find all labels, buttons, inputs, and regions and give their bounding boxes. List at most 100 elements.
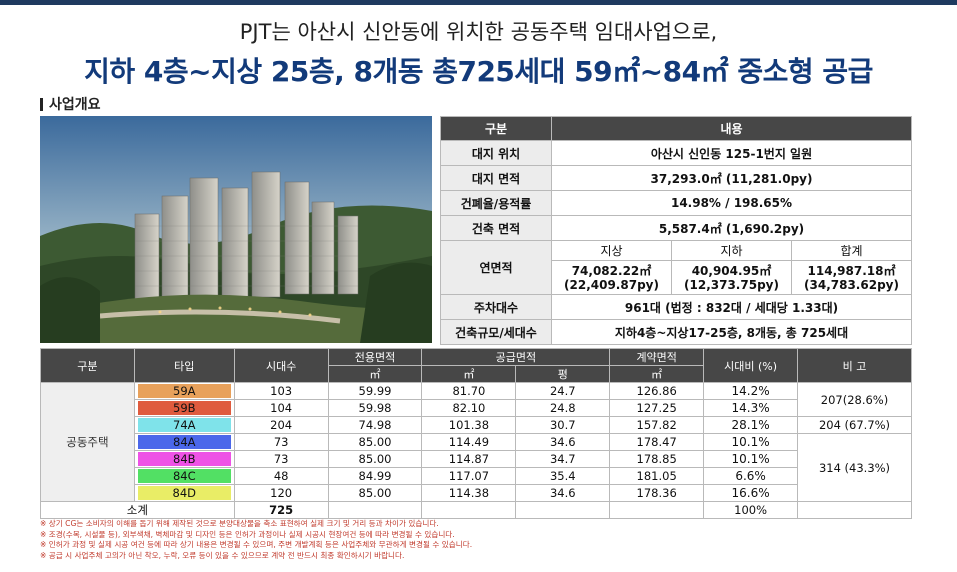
unit-remark: 204 (67.7%)	[797, 416, 912, 434]
unit-supply-py: 34.6	[515, 433, 611, 451]
unit-row: 공동주택 59A 103 59.99 81.70 24.7 126.86 14.2% 207(2…	[40, 382, 912, 502]
unit-type-swatch: 59B	[137, 401, 231, 415]
floor-area-m2: 40,904.95㎡	[691, 263, 772, 278]
unit-type-swatch: 74A	[137, 418, 231, 432]
floor-area-label: 연면적	[440, 240, 552, 295]
unit-row: 84D 120 85.00 114.38 34.6 178.36 16.6%	[41, 484, 912, 502]
floor-area-col-head: 지상	[551, 240, 672, 261]
overview-label: 건축 면적	[440, 215, 552, 241]
unit-type-table: 구분 타입 시대수 전용면적 공급면적 계약면적 시대비 (%) 비 고 ㎡ ㎡…	[40, 348, 912, 519]
unit-header-exclusive-unit: ㎡	[327, 365, 423, 383]
unit-supply-m2: 101.38	[421, 416, 517, 434]
overview-label: 대지 위치	[440, 140, 552, 166]
unit-row: 74A 204 74.98 101.38 30.7 157.82 28.1% 204 (67.…	[41, 416, 912, 434]
disclaimer-notes: ※ 상기 CG는 소비자의 이해를 돕기 위해 제작된 것으로 분양대상물을 축…	[40, 519, 920, 561]
unit-supply-m2: 82.10	[421, 399, 517, 417]
unit-header-contract-unit: ㎡	[609, 365, 705, 383]
overview-row: 주차대수 961대 (법정 : 832대 / 세대당 1.33대)	[440, 294, 912, 320]
unit-ratio: 10.1%	[703, 450, 799, 468]
overview-label: 대지 면적	[440, 165, 552, 191]
overview-row: 건폐율/용적률 14.98% / 198.65%	[440, 190, 912, 216]
overview-header-content: 내용	[551, 116, 912, 141]
unit-contract: 157.82	[609, 416, 705, 434]
unit-total-label: 소계	[40, 501, 235, 519]
unit-type-cell: 59A	[133, 382, 235, 400]
unit-households: 204	[233, 416, 329, 434]
unit-contract: 178.36	[609, 484, 705, 502]
unit-type-swatch: 84C	[137, 469, 231, 483]
section-marker-icon	[40, 97, 43, 111]
unit-row: 84B 73 85.00 114.87 34.7 178.85 10.1%	[41, 450, 912, 468]
apartment-rendering-image	[40, 116, 432, 343]
unit-exclusive: 84.99	[327, 467, 423, 485]
unit-ratio: 14.2%	[703, 382, 799, 400]
unit-type-swatch: 59A	[137, 384, 231, 398]
disclaimer-line: ※ 공급 시 사업주체 고의가 아닌 착오, 누락, 오류 등이 있을 수 있으…	[40, 550, 405, 560]
unit-header-category: 구분	[40, 348, 135, 383]
overview-row: 대지 위치 아산시 신인동 125-1번지 일원	[440, 140, 912, 166]
unit-ratio: 14.3%	[703, 399, 799, 417]
unit-supply-m2: 81.70	[421, 382, 517, 400]
unit-row: 84C 48 84.99 117.07 35.4 181.05 6.6%	[41, 467, 912, 485]
unit-supply-py: 34.7	[515, 450, 611, 468]
unit-header-contract: 계약면적	[609, 348, 705, 366]
section-title-text: 사업개요	[49, 97, 101, 113]
unit-exclusive: 85.00	[327, 433, 423, 451]
overview-header-row: 구분 내용	[440, 116, 912, 141]
unit-header-ratio: 시대비 (%)	[703, 348, 799, 383]
unit-supply-m2: 114.87	[421, 450, 517, 468]
overview-label: 주차대수	[440, 294, 552, 320]
overview-label: 건폐율/용적률	[440, 190, 552, 216]
unit-exclusive: 85.00	[327, 450, 423, 468]
unit-supply-m2: 117.07	[421, 467, 517, 485]
unit-supply-m2: 114.49	[421, 433, 517, 451]
unit-contract: 127.25	[609, 399, 705, 417]
unit-contract: 178.47	[609, 433, 705, 451]
unit-subheader-row: ㎡ ㎡ 평 ㎡	[41, 365, 912, 383]
unit-remark: 314 (43.3%)	[797, 433, 912, 502]
floor-area-col-head: 지하	[671, 240, 792, 261]
unit-type-swatch: 84B	[137, 452, 231, 466]
unit-ratio: 28.1%	[703, 416, 799, 434]
floor-area-value: 114,987.18㎡ (34,783.62py)	[791, 260, 912, 295]
unit-header-exclusive: 전용면적	[327, 348, 423, 366]
floor-area-py: (22,409.87py)	[564, 277, 659, 292]
overview-table: 구분 내용 대지 위치 아산시 신인동 125-1번지 일원 대지 면적 37,…	[440, 116, 912, 345]
unit-households: 73	[233, 433, 329, 451]
unit-contract: 126.86	[609, 382, 705, 400]
unit-ratio: 6.6%	[703, 467, 799, 485]
unit-type-cell: 84D	[133, 484, 235, 502]
unit-households: 120	[233, 484, 329, 502]
overview-value: 아산시 신인동 125-1번지 일원	[551, 140, 912, 166]
unit-supply-py: 24.8	[515, 399, 611, 417]
floor-area-m2: 114,987.18㎡	[807, 263, 896, 278]
unit-households: 48	[233, 467, 329, 485]
overview-value: 14.98% / 198.65%	[551, 190, 912, 216]
unit-category: 공동주택	[40, 382, 135, 502]
floor-area-py: (12,373.75py)	[684, 277, 779, 292]
unit-header-supply-m2: ㎡	[421, 365, 517, 383]
overview-value: 5,587.4㎡ (1,690.2py)	[551, 215, 912, 241]
headline-main: 지하 4층~지상 25층, 8개동 총725세대 59㎡~84㎡ 중소형 공급	[84, 55, 873, 88]
unit-type-cell: 74A	[133, 416, 235, 434]
overview-row: 대지 면적 37,293.0㎡ (11,281.0py)	[440, 165, 912, 191]
unit-total-households: 725	[233, 501, 329, 519]
unit-ratio: 10.1%	[703, 433, 799, 451]
unit-type-cell: 84A	[133, 433, 235, 451]
floor-area-col-head: 합계	[791, 240, 912, 261]
unit-header-remark: 비 고	[797, 348, 912, 383]
floor-area-value: 40,904.95㎡ (12,373.75py)	[671, 260, 792, 295]
unit-remark: 207(28.6%)	[797, 382, 912, 417]
section-title: 사업개요	[40, 94, 101, 114]
floor-area-value: 74,082.22㎡ (22,409.87py)	[551, 260, 672, 295]
unit-type-cell: 84C	[133, 467, 235, 485]
headline-intro: PJT는 아산시 신안동에 위치한 공동주택 임대사업으로,	[239, 20, 718, 44]
unit-exclusive: 59.98	[327, 399, 423, 417]
floor-area-m2: 74,082.22㎡	[571, 263, 652, 278]
floor-area-head-row: 연면적 지상 지하 합계	[440, 240, 912, 295]
disclaimer-line: ※ 조경(수목, 시설물 등), 외부색채, 벽체마감 및 디자인 등은 인허가…	[40, 529, 455, 539]
unit-households: 103	[233, 382, 329, 400]
unit-total-row: 소계 725 100%	[40, 501, 912, 519]
unit-exclusive: 74.98	[327, 416, 423, 434]
unit-type-cell: 59B	[133, 399, 235, 417]
